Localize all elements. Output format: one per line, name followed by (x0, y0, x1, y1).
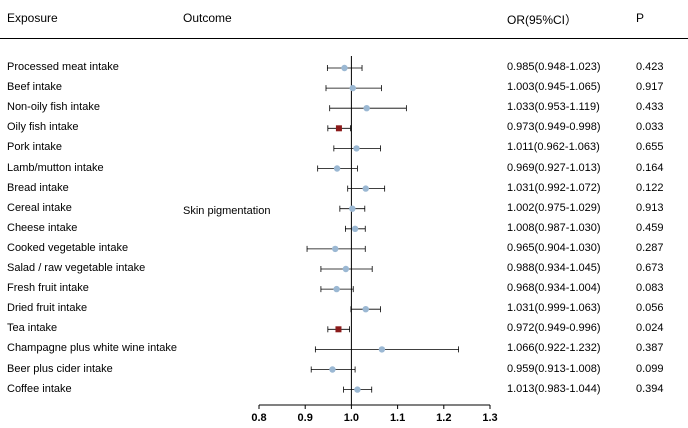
point-estimate (378, 346, 386, 353)
row-or-ci: 1.013(0.983-1.044) (507, 382, 601, 395)
row-or-ci: 0.965(0.904-1.030) (507, 241, 601, 254)
point-estimate (332, 245, 339, 253)
x-tick-label: 0.9 (298, 412, 313, 424)
row-or-ci: 1.031(0.999-1.063) (507, 302, 601, 315)
row-p-value: 0.423 (636, 61, 664, 73)
row-label: Non-oily fish intake (7, 101, 100, 114)
row-or-ci: 0.973(0.949-0.998) (507, 121, 601, 134)
row-label: Dried fruit intake (7, 302, 88, 315)
row-label: Cooked vegetable intake (7, 241, 129, 254)
row-p-value: 0.083 (636, 282, 664, 295)
row-or-ci: 1.066(0.922-1.232) (507, 342, 601, 355)
row-p-value: 0.387 (636, 342, 664, 355)
point-estimate (335, 326, 342, 333)
row-p-value: 0.655 (636, 141, 664, 154)
x-tick-label: 1.1 (390, 412, 405, 424)
row-or-ci: 1.011(0.962-1.063) (507, 141, 600, 154)
point-estimate (329, 366, 336, 373)
row-label: Oily fish intake (7, 121, 79, 134)
header-outcome: Outcome (183, 11, 232, 25)
x-tick-label: 1.2 (436, 412, 451, 424)
row-or-ci: 0.969(0.927-1.013) (507, 161, 601, 174)
row-or-ci: 1.031(0.992-1.072) (507, 181, 601, 194)
header-exposure: Exposure (7, 11, 58, 25)
point-estimate (333, 165, 341, 172)
row-p-value: 0.099 (636, 362, 664, 375)
row-p-value: 0.122 (636, 181, 664, 194)
row-label: Salad / raw vegetable intake (7, 262, 146, 274)
header-rule (0, 38, 688, 39)
row-label: Beer plus cider intake (7, 362, 113, 375)
point-estimate (362, 306, 369, 313)
row-p-value: 0.459 (636, 221, 664, 234)
row-p-value: 0.433 (636, 101, 664, 114)
point-estimate (349, 205, 356, 212)
x-tick-label: 1.3 (482, 412, 497, 424)
point-estimate (363, 105, 370, 112)
row-or-ci: 0.972(0.949-0.996) (507, 322, 601, 335)
row-or-ci: 1.003(0.945-1.065) (507, 81, 601, 94)
point-estimate (341, 64, 348, 72)
point-estimate (335, 125, 342, 132)
row-label: Beef intake (7, 81, 63, 94)
row-label: Coffee intake (7, 382, 72, 395)
row-p-value: 0.394 (636, 382, 664, 395)
point-estimate (353, 145, 360, 152)
row-label: Processed meat intake (7, 61, 119, 73)
x-tick-label: 0.8 (251, 412, 266, 424)
row-label: Fresh fruit intake (7, 282, 89, 295)
row-p-value: 0.917 (636, 81, 664, 94)
header-or-ci: OR(95%CI） (507, 13, 578, 27)
point-estimate (362, 185, 369, 192)
row-label: Tea intake (7, 322, 58, 335)
row-label: Champagne plus white wine intake (7, 342, 177, 355)
row-p-value: 0.287 (636, 241, 664, 254)
row-p-value: 0.056 (636, 302, 664, 315)
row-or-ci: 1.008(0.987-1.030) (507, 221, 601, 234)
row-p-value: 0.913 (636, 201, 664, 214)
point-estimate (333, 285, 340, 293)
row-or-ci: 0.985(0.948-1.023) (507, 61, 601, 73)
point-estimate (354, 386, 361, 393)
row-or-ci: 1.033(0.953-1.119) (507, 101, 600, 114)
row-or-ci: 0.959(0.913-1.008) (507, 362, 601, 375)
x-tick-label: 1.0 (344, 412, 359, 424)
row-label: Cheese intake (7, 221, 78, 234)
row-p-value: 0.673 (636, 262, 664, 274)
header-p: P (636, 11, 645, 25)
row-or-ci: 0.968(0.934-1.004) (507, 282, 601, 295)
point-estimate (351, 225, 359, 232)
row-p-value: 0.164 (636, 161, 664, 174)
row-or-ci: 1.002(0.975-1.029) (507, 201, 601, 214)
row-label: Lamb/mutton intake (7, 161, 104, 174)
row-label: Cereal intake (7, 201, 72, 214)
row-p-value: 0.033 (636, 121, 664, 134)
point-estimate (349, 84, 356, 92)
row-label: Bread intake (7, 181, 69, 194)
row-p-value: 0.024 (636, 322, 664, 335)
point-estimate (342, 265, 350, 273)
outcome-label: Skin pigmentation (183, 205, 271, 217)
row-label: Pork intake (7, 141, 63, 154)
row-or-ci: 0.988(0.934-1.045) (507, 262, 601, 274)
